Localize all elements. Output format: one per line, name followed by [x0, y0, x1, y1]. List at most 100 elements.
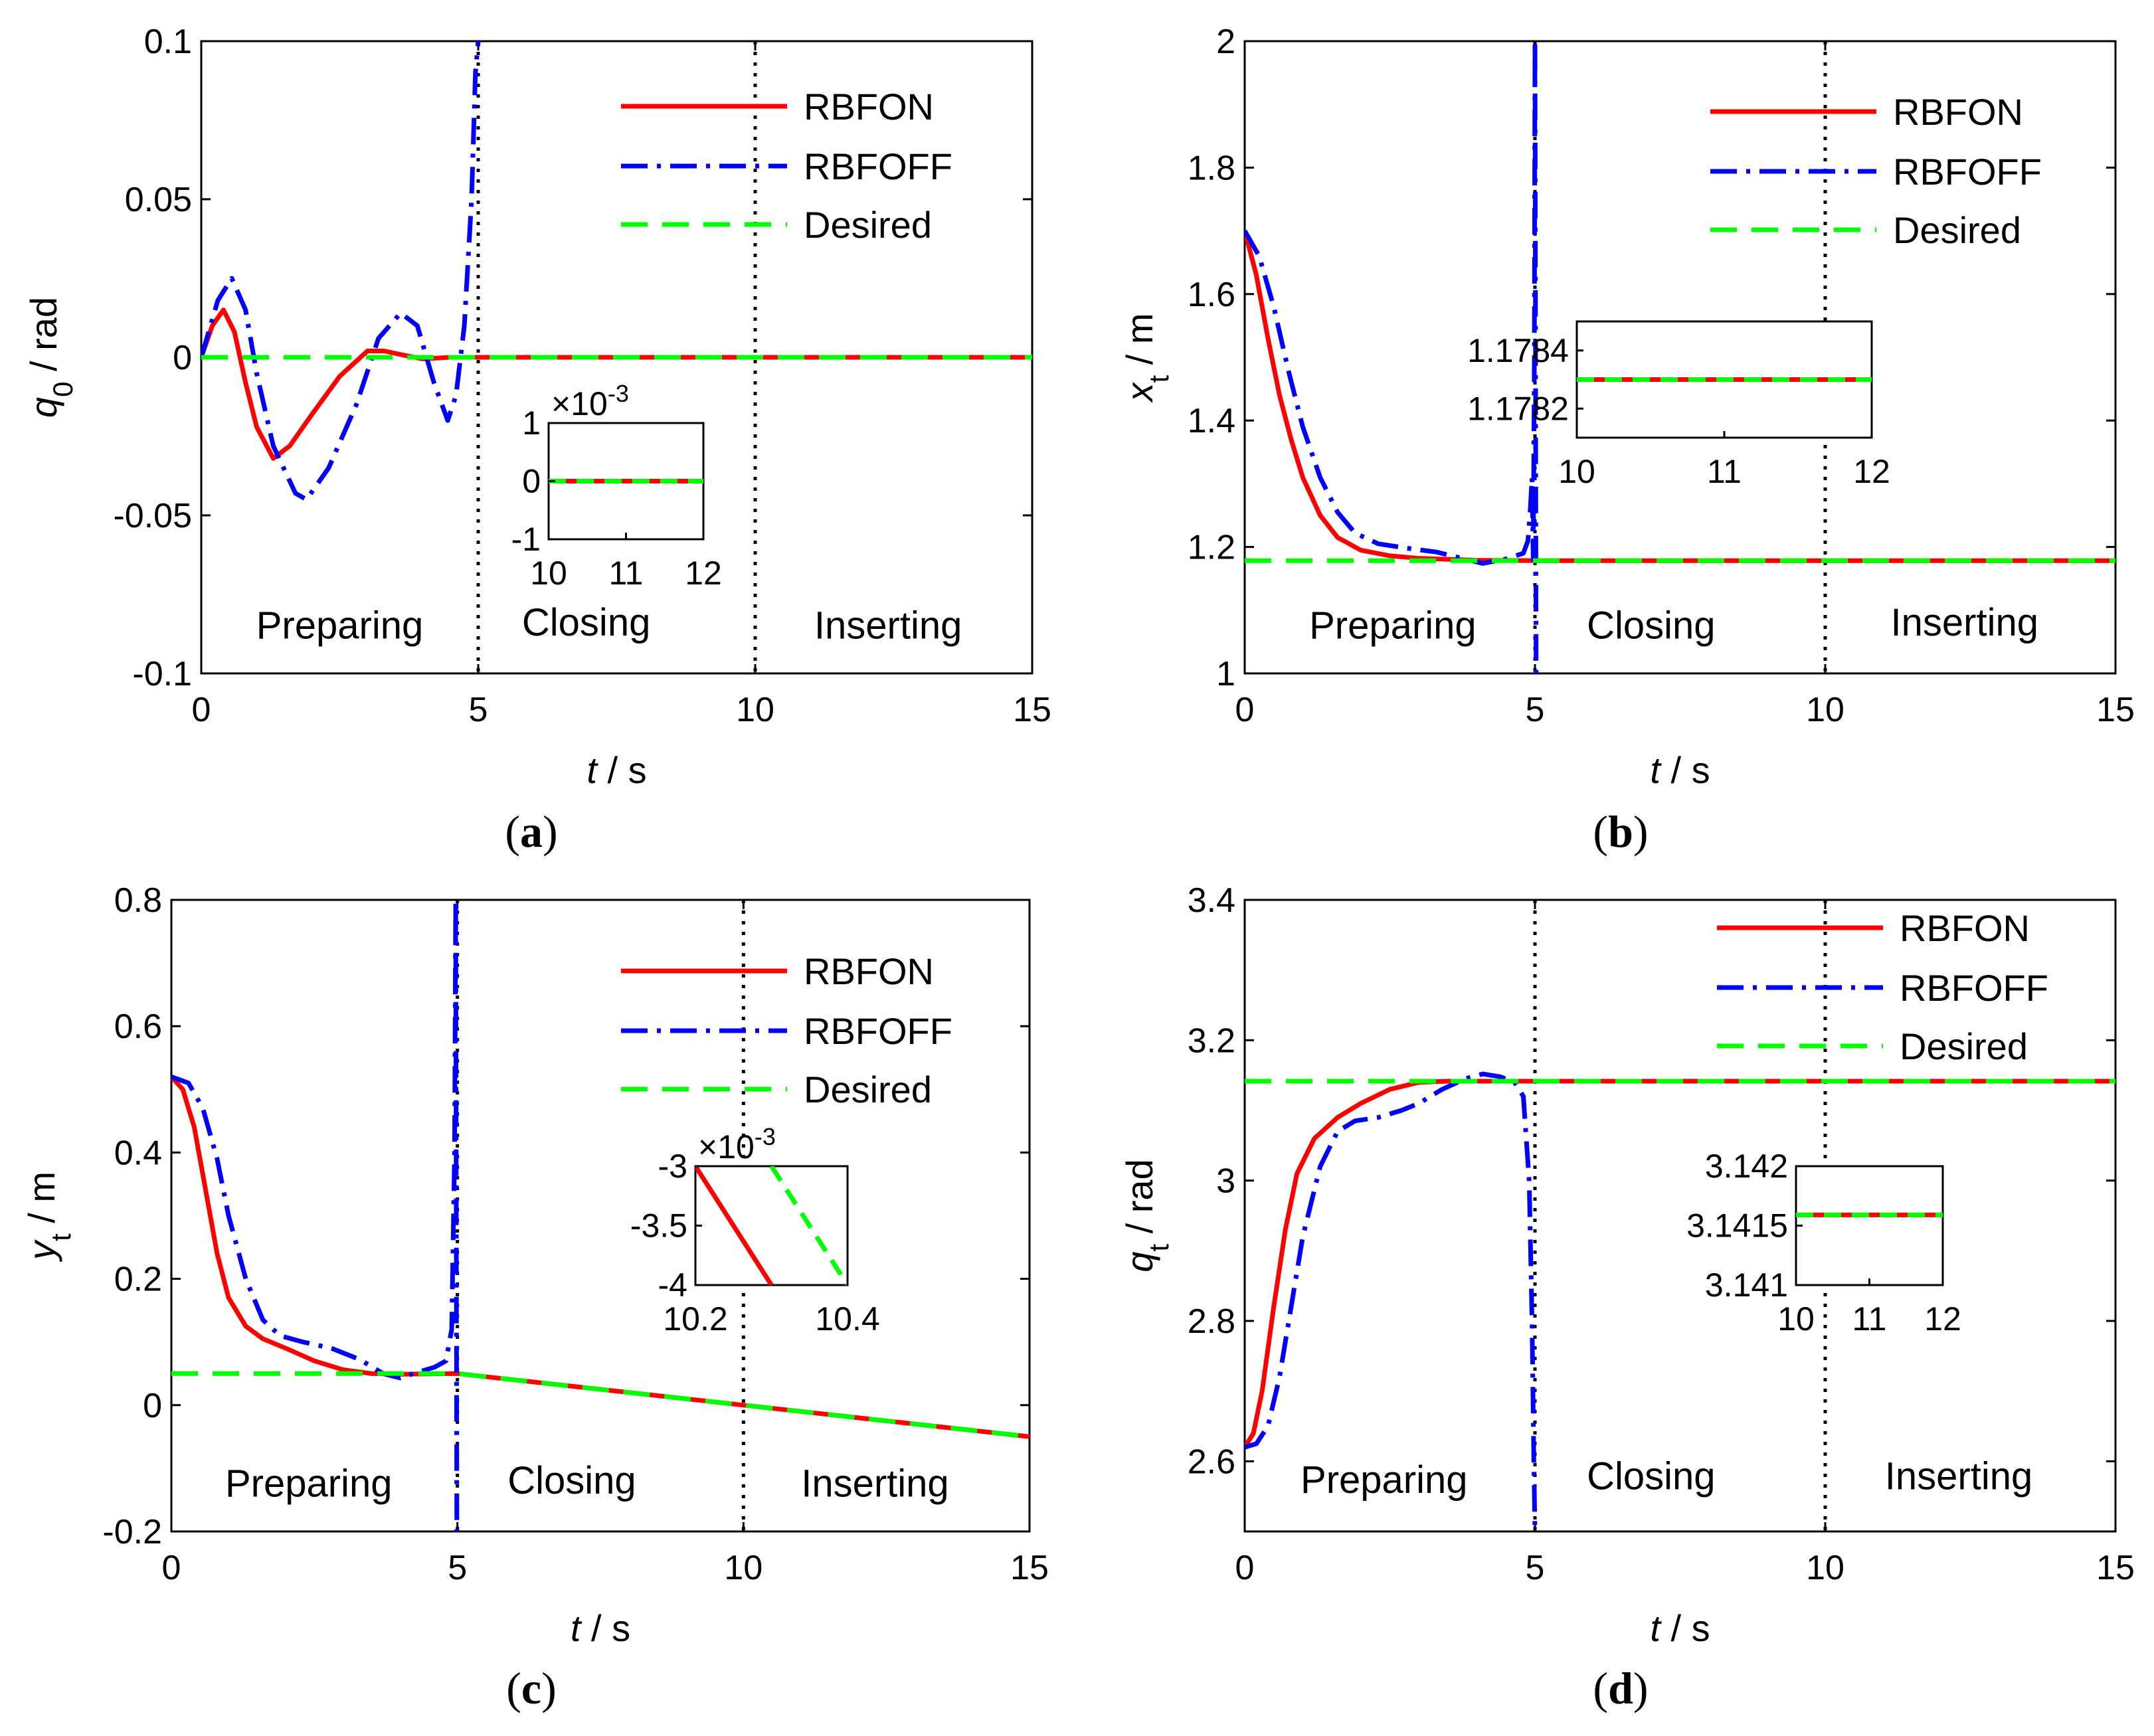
x-tick-label: 5 [469, 691, 488, 729]
phase-label: Closing [507, 1459, 636, 1502]
y-tick-label: 3.2 [1188, 1021, 1235, 1060]
y-tick-label: 2.8 [1188, 1302, 1235, 1341]
y-axis-label: q0 / rad [23, 297, 78, 418]
zoom-inset: 10 11 12 3.141 3.1415 3.142 [1686, 1148, 1961, 1338]
legend-label: Desired [804, 1069, 932, 1110]
inset-frame [694, 1165, 849, 1286]
inset-x-tick-label: 10 [1558, 453, 1595, 490]
x-tick-label: 5 [1526, 1549, 1545, 1587]
x-tick-label: 15 [1010, 1549, 1049, 1587]
series-line-rbfoff [1245, 41, 1539, 673]
y-tick-label: 1.2 [1188, 529, 1235, 567]
legend-label: RBFON [804, 950, 934, 992]
legend-label: RBFON [1900, 907, 2030, 949]
inset-x-tick-label: 10.4 [815, 1300, 879, 1338]
inset-x-tick-label: 12 [685, 555, 722, 592]
y-tick-label: 0 [173, 339, 192, 377]
panel-label: (a) [505, 806, 557, 857]
legend-label: RBFON [1893, 91, 2023, 133]
y-tick-label: 1.8 [1188, 149, 1235, 187]
axes-frame [1243, 40, 2117, 675]
zoom-inset: 10 11 12 -1 0 1 ×10-3 [511, 380, 722, 592]
legend-label: Desired [1900, 1025, 2028, 1067]
x-tick-label: 0 [1235, 691, 1255, 729]
y-tick-label: -0.05 [113, 497, 192, 535]
zoom-inset: 10 11 12 1.1782 1.1784 [1467, 320, 1890, 490]
phase-label: Closing [1587, 1455, 1715, 1498]
y-tick-label: 3 [1216, 1162, 1235, 1201]
phase-label: Preparing [256, 604, 423, 648]
inset-x-tick-label: 11 [1707, 453, 1742, 490]
inset-y-tick-label: -3 [658, 1148, 687, 1185]
inset-series-rbfon [695, 1166, 774, 1285]
x-tick-label: 15 [2096, 1549, 2135, 1587]
panel-b: 0 5 10 15 1 1.2 1.4 1.6 1.8 2 Preparing Closing Inse… [1119, 23, 2135, 857]
inset-exponent: ×10-3 [551, 380, 629, 423]
x-tick-label: 5 [1526, 691, 1545, 729]
inset-y-tick-label: 3.142 [1705, 1148, 1788, 1185]
x-axis-label: t / s [1650, 749, 1710, 791]
panel-label: (b) [1593, 806, 1648, 857]
legend-label: RBFOFF [804, 1010, 952, 1052]
zoom-inset: 10.2 10.4 -4 -3.5 -3 ×10-3 [630, 1123, 880, 1338]
y-tick-label: 0.8 [114, 881, 162, 920]
x-tick-label: 10 [1806, 1549, 1844, 1587]
legend-label: Desired [1893, 209, 2021, 251]
y-axis-label: qt / rad [1119, 1159, 1174, 1272]
y-tick-label: 0.1 [144, 23, 192, 61]
inset-frame [1795, 1165, 1944, 1286]
x-tick-label: 10 [1806, 691, 1844, 729]
phase-label: Inserting [801, 1462, 948, 1506]
panel-label: (c) [506, 1663, 557, 1713]
y-tick-label: 1.6 [1188, 276, 1235, 314]
x-tick-label: 0 [1235, 1549, 1255, 1587]
y-tick-label: 0.05 [125, 181, 192, 219]
x-tick-label: 0 [162, 1549, 181, 1587]
y-tick-label: 0 [143, 1387, 162, 1425]
legend-label: RBFOFF [804, 145, 952, 187]
series-line-desired [171, 1371, 1030, 1439]
axes-frame [1243, 899, 2117, 1533]
y-tick-label: -0.2 [102, 1513, 162, 1551]
inset-y-tick-label: 1.1782 [1467, 390, 1569, 427]
inset-y-tick-label: -1 [511, 521, 541, 558]
inset-y-tick-label: 3.1415 [1686, 1207, 1788, 1245]
x-axis-label: t / s [586, 749, 646, 791]
series-line-rbfoff [201, 41, 481, 502]
series-line-rbfon [1245, 1079, 2115, 1449]
axes-frame [170, 899, 1031, 1533]
inset-exponent: ×10-3 [698, 1123, 776, 1166]
y-tick-label: 1.4 [1188, 402, 1235, 440]
y-axis-label: yt / m [21, 1172, 76, 1262]
inset-y-tick-label: -3.5 [630, 1207, 687, 1245]
legend-label: RBFOFF [1893, 151, 2042, 193]
inset-x-tick-label: 10.2 [663, 1300, 727, 1338]
inset-y-tick-label: 3.141 [1705, 1266, 1788, 1304]
inset-y-tick-label: 1.1784 [1467, 332, 1569, 369]
y-tick-label: 2 [1216, 23, 1235, 61]
inset-x-tick-label: 12 [1853, 453, 1890, 490]
inset-y-tick-label: 0 [522, 463, 541, 500]
series-line-rbfoff [1245, 1071, 1538, 1531]
legend-label: RBFON [804, 86, 934, 128]
x-tick-label: 0 [192, 691, 211, 729]
phase-label: Preparing [225, 1462, 392, 1506]
x-tick-label: 10 [724, 1549, 763, 1587]
inset-x-tick-label: 11 [1852, 1300, 1887, 1338]
inset-x-tick-label: 10 [530, 555, 567, 592]
inset-y-tick-label: 1 [522, 404, 541, 442]
x-tick-label: 5 [448, 1549, 467, 1587]
y-tick-label: 0.4 [114, 1134, 162, 1172]
y-tick-label: -0.1 [132, 655, 192, 693]
y-tick-label: 3.4 [1188, 881, 1235, 920]
phase-label: Closing [1587, 604, 1715, 648]
y-tick-label: 0.2 [114, 1260, 162, 1299]
inset-y-tick-label: -4 [658, 1266, 687, 1304]
legend-label: RBFOFF [1900, 967, 2048, 1009]
inset-series-desired [769, 1166, 848, 1285]
y-axis-label: xt / m [1119, 313, 1174, 404]
phase-label: Preparing [1309, 604, 1476, 648]
panel-d: 0 5 10 15 2.6 2.8 3 3.2 3.4 Preparing Closing Inser… [1119, 881, 2135, 1713]
x-axis-label: t / s [1650, 1607, 1710, 1649]
